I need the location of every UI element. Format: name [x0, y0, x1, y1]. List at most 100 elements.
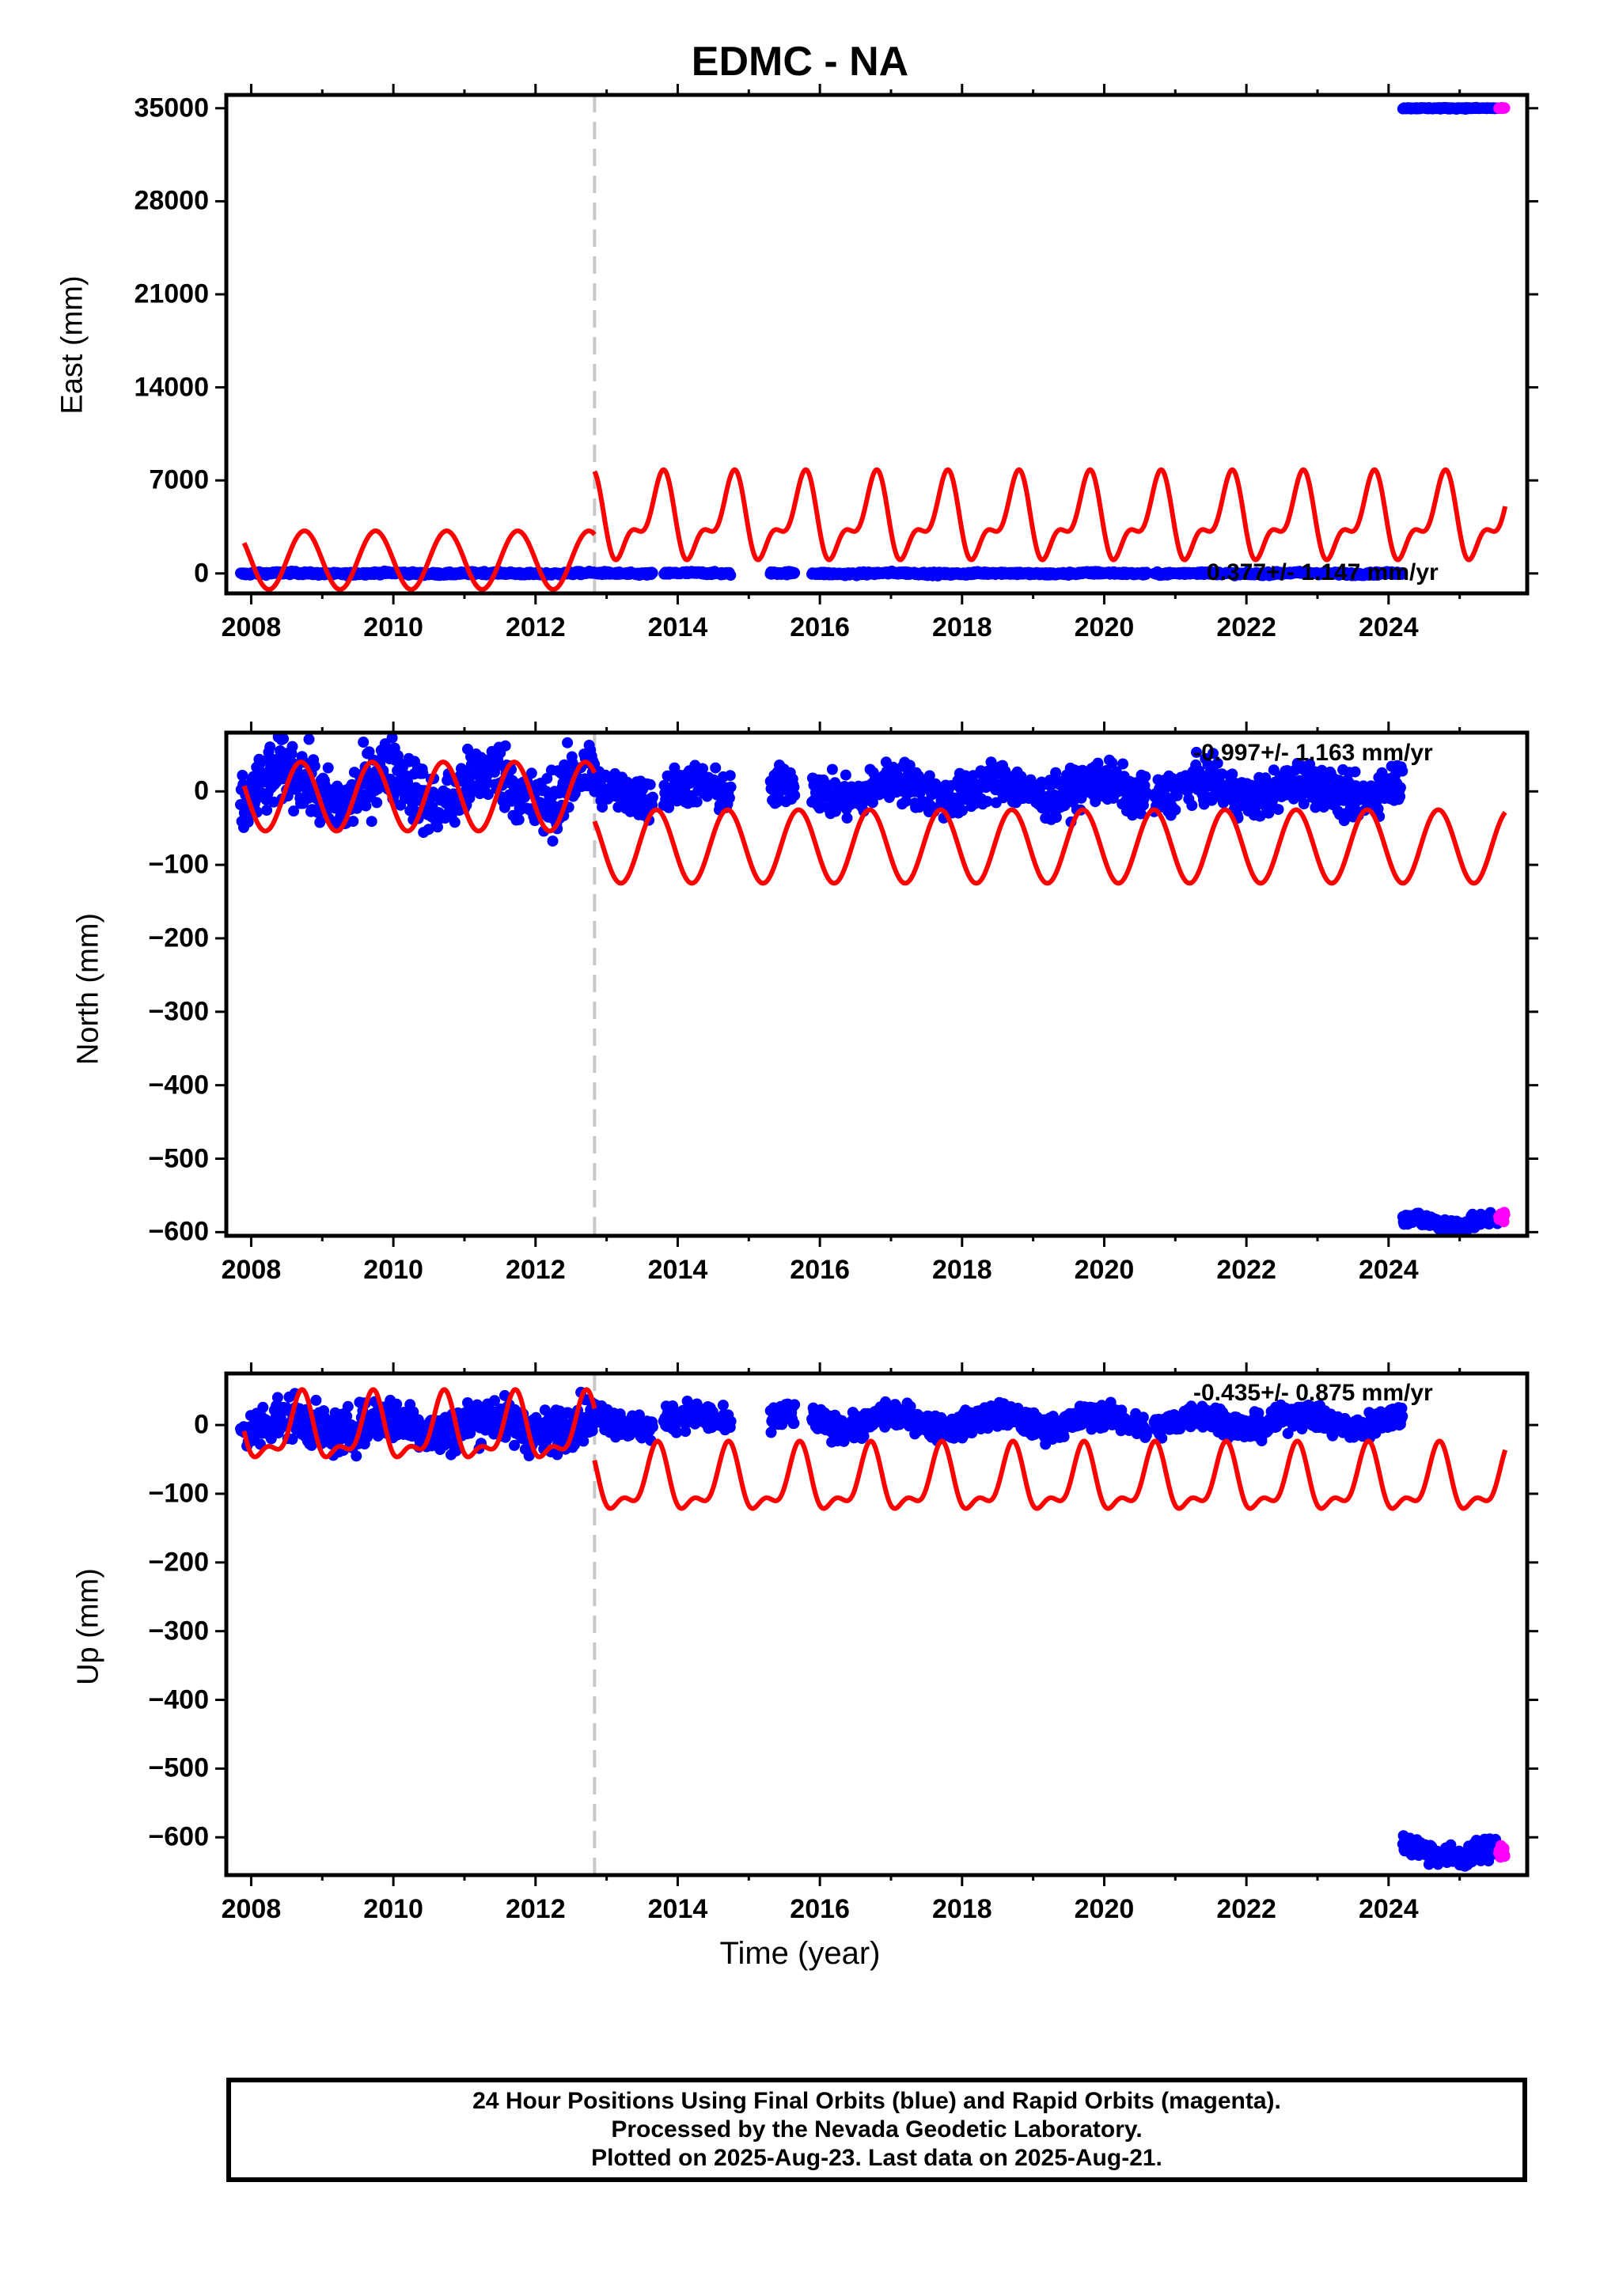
- final-point: [489, 1395, 500, 1407]
- final-point: [1050, 767, 1062, 779]
- rapid-point: [1499, 1209, 1511, 1221]
- final-point: [310, 1394, 322, 1406]
- panel-east: [215, 84, 1538, 604]
- final-point: [303, 733, 315, 745]
- final-point: [342, 1400, 354, 1412]
- final-point: [1298, 798, 1310, 809]
- final-point: [621, 776, 633, 788]
- final-point: [1208, 748, 1219, 760]
- final-point: [725, 570, 737, 582]
- final-point: [923, 770, 935, 782]
- final-point: [277, 773, 289, 785]
- final-point: [366, 816, 377, 828]
- plot-frame-east: [224, 93, 1530, 596]
- final-point: [288, 805, 300, 817]
- final-point: [1202, 759, 1214, 771]
- final-point: [1394, 782, 1406, 794]
- final-point: [1139, 771, 1151, 782]
- final-point: [489, 767, 500, 778]
- final-point: [710, 762, 722, 774]
- final-point: [499, 801, 510, 813]
- final-point: [358, 737, 370, 748]
- final-point: [723, 792, 735, 804]
- final-point: [725, 1415, 737, 1427]
- final-point: [432, 821, 443, 833]
- final-point: [1227, 768, 1238, 780]
- series-final-east: [235, 101, 1504, 582]
- final-point: [646, 791, 658, 803]
- final-point: [408, 1406, 419, 1418]
- final-point: [789, 567, 801, 578]
- final-point: [1397, 765, 1409, 777]
- final-point: [257, 1401, 269, 1413]
- series-final-north: [235, 731, 1504, 1237]
- final-point: [680, 1426, 692, 1438]
- final-point: [697, 763, 708, 775]
- final-point: [789, 790, 801, 801]
- final-point: [1186, 800, 1198, 811]
- final-point: [1394, 790, 1406, 802]
- final-point: [525, 767, 537, 779]
- final-point: [1170, 804, 1181, 816]
- final-point: [547, 835, 559, 847]
- panel-up: [215, 1362, 1538, 1886]
- final-point: [1050, 812, 1062, 823]
- final-point: [286, 1434, 298, 1445]
- final-point: [789, 1399, 801, 1411]
- final-point: [417, 767, 429, 779]
- final-point: [314, 816, 326, 828]
- panel-north: [215, 722, 1538, 1247]
- final-point: [386, 732, 398, 744]
- series-final-up: [235, 1386, 1504, 1872]
- final-point: [1260, 772, 1272, 784]
- final-point: [1211, 757, 1223, 769]
- final-point: [669, 762, 681, 774]
- final-point: [450, 1445, 462, 1457]
- final-point: [371, 797, 383, 809]
- final-point: [341, 1410, 353, 1422]
- final-point: [788, 781, 800, 793]
- final-point: [360, 800, 372, 812]
- model-curve-east-1: [592, 467, 1508, 563]
- final-point: [322, 762, 334, 774]
- final-point: [840, 769, 851, 781]
- final-point: [363, 746, 375, 758]
- final-point: [562, 737, 574, 748]
- model-curve-north-0: [241, 760, 597, 834]
- final-point: [691, 796, 703, 808]
- final-point: [509, 1439, 520, 1451]
- final-point: [646, 1421, 658, 1433]
- final-point: [724, 770, 736, 782]
- final-point: [1254, 810, 1266, 822]
- final-point: [286, 741, 298, 752]
- final-point: [309, 760, 320, 772]
- final-point: [1316, 764, 1328, 776]
- final-point: [1272, 804, 1284, 816]
- final-point: [1092, 757, 1104, 769]
- final-point: [1191, 746, 1202, 758]
- final-point: [646, 567, 658, 579]
- final-point: [499, 740, 511, 752]
- series-rapid-east: [1493, 102, 1511, 114]
- final-point: [541, 772, 553, 784]
- final-point: [423, 824, 434, 835]
- final-point: [392, 750, 404, 762]
- final-point: [248, 771, 260, 782]
- final-point: [482, 789, 494, 801]
- final-point: [237, 770, 248, 781]
- final-point: [644, 779, 656, 790]
- final-point: [1349, 766, 1361, 778]
- plot-frame-north: [224, 730, 1530, 1238]
- final-point: [788, 1418, 800, 1429]
- series-rapid-north: [1493, 1207, 1511, 1228]
- final-point: [271, 1392, 283, 1404]
- final-point: [1376, 767, 1388, 779]
- final-point: [900, 795, 912, 807]
- final-point: [391, 1398, 403, 1410]
- final-point: [513, 814, 525, 826]
- final-point: [841, 812, 853, 824]
- final-point: [1397, 566, 1409, 578]
- final-point: [826, 763, 838, 775]
- final-point: [278, 733, 290, 744]
